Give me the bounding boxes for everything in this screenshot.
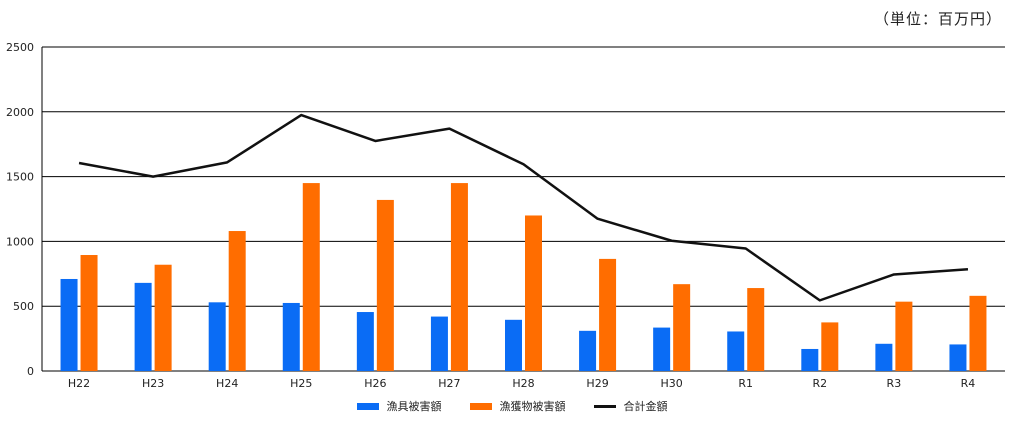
grid-layer bbox=[42, 46, 1005, 372]
x-tick-label: H22 bbox=[68, 377, 90, 390]
y-tick-label: 0 bbox=[27, 365, 34, 378]
legend-item-gear-damage: 漁具被害額 bbox=[356, 398, 442, 414]
x-tick-label: R3 bbox=[887, 377, 902, 390]
x-tick-label: H29 bbox=[586, 377, 608, 390]
legend-swatch-catch-damage bbox=[469, 402, 492, 410]
bar-catch-damage bbox=[747, 288, 765, 371]
bar-gear-damage bbox=[801, 348, 819, 371]
bar-catch-damage bbox=[821, 322, 839, 371]
legend-item-total: 合計金額 bbox=[593, 398, 668, 414]
bar-catch-damage bbox=[450, 183, 468, 371]
bar-gear-damage bbox=[134, 282, 152, 371]
y-tick-label: 500 bbox=[13, 300, 34, 313]
legend-label-catch-damage: 漁獲物被害額 bbox=[499, 400, 566, 413]
legend-swatch-gear-damage bbox=[356, 402, 379, 410]
bar-gear-damage bbox=[282, 302, 300, 371]
x-tick-label: R1 bbox=[738, 377, 753, 390]
x-tick-label: R4 bbox=[961, 377, 976, 390]
unit-label: （単位：百万円） bbox=[873, 10, 1002, 28]
bar-gear-damage bbox=[727, 331, 745, 371]
x-tick-label: R2 bbox=[812, 377, 827, 390]
bar-gear-damage bbox=[356, 312, 374, 371]
series-line-total bbox=[78, 113, 969, 302]
line-layer bbox=[78, 113, 969, 302]
y-tick-label: 1000 bbox=[6, 235, 34, 248]
bar-catch-damage bbox=[154, 264, 172, 371]
bar-gear-damage bbox=[505, 319, 522, 371]
x-tick-label: H30 bbox=[661, 377, 683, 390]
bar-catch-damage bbox=[376, 199, 394, 371]
y-tick-label: 1500 bbox=[6, 171, 34, 184]
bar-catch-damage bbox=[599, 258, 617, 371]
bar-catch-damage bbox=[673, 284, 691, 371]
y-tick-label: 2000 bbox=[6, 106, 34, 119]
axis-layer: 0 500 1000 1500 2000 2500 H22 H23 H24 H25 H26 H27 H2… bbox=[6, 41, 975, 390]
bar-catch-damage bbox=[525, 215, 542, 371]
bar-catch-damage bbox=[228, 231, 246, 371]
bar-catch-damage bbox=[969, 295, 987, 371]
bar-gear-damage bbox=[949, 344, 967, 371]
x-tick-label: H28 bbox=[512, 377, 534, 390]
bar-gear-damage bbox=[430, 316, 448, 371]
bar-gear-damage bbox=[60, 278, 78, 371]
legend-swatch-total bbox=[593, 404, 616, 408]
legend: 漁具被害額 漁獲物被害額 合計金額 bbox=[0, 398, 1024, 414]
bars-layer bbox=[60, 183, 987, 371]
legend-label-total: 合計金額 bbox=[623, 400, 668, 413]
bar-gear-damage bbox=[579, 330, 597, 371]
bar-catch-damage bbox=[302, 183, 320, 371]
x-tick-label: H24 bbox=[216, 377, 238, 390]
legend-item-catch-damage: 漁獲物被害額 bbox=[469, 398, 566, 414]
y-tick-label: 2500 bbox=[6, 41, 34, 54]
bar-catch-damage bbox=[895, 301, 913, 371]
bar-gear-damage bbox=[208, 302, 226, 371]
x-tick-label: H25 bbox=[290, 377, 312, 390]
bar-catch-damage bbox=[80, 255, 98, 371]
x-tick-label: H27 bbox=[438, 377, 460, 390]
bar-gear-damage bbox=[875, 343, 893, 371]
legend-label-gear-damage: 漁具被害額 bbox=[386, 400, 442, 413]
x-tick-label: H26 bbox=[364, 377, 386, 390]
x-tick-label: H23 bbox=[142, 377, 164, 390]
bar-gear-damage bbox=[653, 327, 671, 371]
